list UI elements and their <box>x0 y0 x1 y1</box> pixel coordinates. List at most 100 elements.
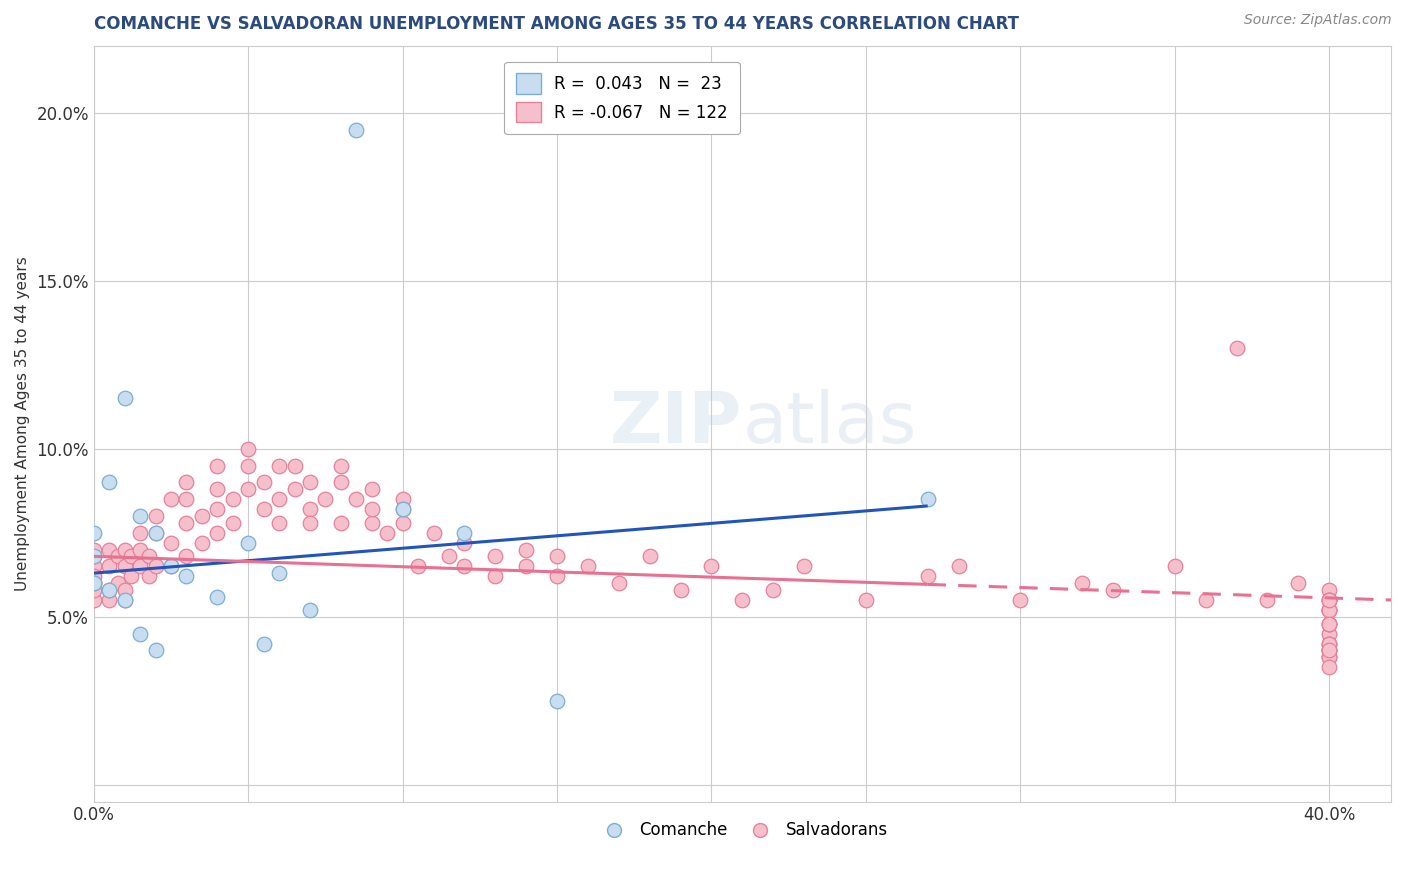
Point <box>1317 643 1340 657</box>
Point <box>176 492 198 507</box>
Point <box>1164 559 1187 574</box>
Point <box>546 549 568 564</box>
Point <box>114 593 136 607</box>
Text: Source: ZipAtlas.com: Source: ZipAtlas.com <box>1244 13 1392 28</box>
Point <box>1317 582 1340 597</box>
Point <box>948 559 970 574</box>
Point <box>207 482 229 496</box>
Point <box>129 525 152 540</box>
Point <box>222 516 245 530</box>
Point <box>329 458 352 473</box>
Point <box>129 559 152 574</box>
Point <box>1317 660 1340 674</box>
Point <box>1317 603 1340 617</box>
Point <box>855 593 877 607</box>
Point <box>1317 603 1340 617</box>
Point <box>222 492 245 507</box>
Point <box>83 542 105 557</box>
Point <box>207 525 229 540</box>
Point <box>191 508 214 523</box>
Point <box>129 626 152 640</box>
Point <box>298 516 321 530</box>
Point <box>120 549 142 564</box>
Point <box>138 569 160 583</box>
Point <box>1317 637 1340 651</box>
Point <box>114 593 136 607</box>
Point <box>176 475 198 490</box>
Point <box>83 582 105 597</box>
Point <box>1195 593 1218 607</box>
Point <box>83 576 105 591</box>
Point <box>546 694 568 708</box>
Point <box>1317 603 1340 617</box>
Point <box>145 508 167 523</box>
Point <box>129 542 152 557</box>
Point <box>576 559 599 574</box>
Point <box>98 593 121 607</box>
Point <box>267 566 290 581</box>
Point <box>391 516 413 530</box>
Point <box>98 542 121 557</box>
Point <box>114 542 136 557</box>
Point <box>207 458 229 473</box>
Point <box>83 549 105 564</box>
Point <box>145 525 167 540</box>
Point <box>917 569 939 583</box>
Point <box>1317 603 1340 617</box>
Point <box>669 582 692 597</box>
Point <box>1317 616 1340 631</box>
Point <box>83 525 105 540</box>
Point <box>114 582 136 597</box>
Point <box>1071 576 1094 591</box>
Point <box>437 549 460 564</box>
Point <box>453 525 475 540</box>
Point <box>107 549 129 564</box>
Text: ZIP: ZIP <box>610 389 742 458</box>
Point <box>176 569 198 583</box>
Point <box>267 492 290 507</box>
Text: atlas: atlas <box>742 389 917 458</box>
Point <box>238 536 260 550</box>
Point <box>98 582 121 597</box>
Point <box>1317 593 1340 607</box>
Point <box>1317 637 1340 651</box>
Point <box>546 569 568 583</box>
Point <box>160 492 183 507</box>
Point <box>298 502 321 516</box>
Point <box>98 582 121 597</box>
Point <box>160 559 183 574</box>
Point <box>83 559 105 574</box>
Point <box>114 559 136 574</box>
Point <box>360 482 382 496</box>
Point <box>391 502 413 516</box>
Point <box>114 392 136 406</box>
Point <box>453 536 475 550</box>
Point <box>138 549 160 564</box>
Point <box>298 603 321 617</box>
Point <box>360 502 382 516</box>
Point <box>107 576 129 591</box>
Point <box>207 502 229 516</box>
Point <box>176 549 198 564</box>
Point <box>283 482 305 496</box>
Point <box>83 569 105 583</box>
Point <box>1256 593 1278 607</box>
Point <box>917 492 939 507</box>
Point <box>253 637 276 651</box>
Point <box>1317 593 1340 607</box>
Point <box>83 576 105 591</box>
Point <box>283 458 305 473</box>
Point <box>484 549 506 564</box>
Point <box>191 536 214 550</box>
Point <box>160 559 183 574</box>
Point <box>145 525 167 540</box>
Text: COMANCHE VS SALVADORAN UNEMPLOYMENT AMONG AGES 35 TO 44 YEARS CORRELATION CHART: COMANCHE VS SALVADORAN UNEMPLOYMENT AMON… <box>94 15 1019 33</box>
Point <box>314 492 336 507</box>
Point <box>267 516 290 530</box>
Point <box>793 559 815 574</box>
Point <box>176 516 198 530</box>
Point <box>515 542 537 557</box>
Point <box>1317 650 1340 665</box>
Legend: Comanche, Salvadorans: Comanche, Salvadorans <box>591 814 894 847</box>
Point <box>329 475 352 490</box>
